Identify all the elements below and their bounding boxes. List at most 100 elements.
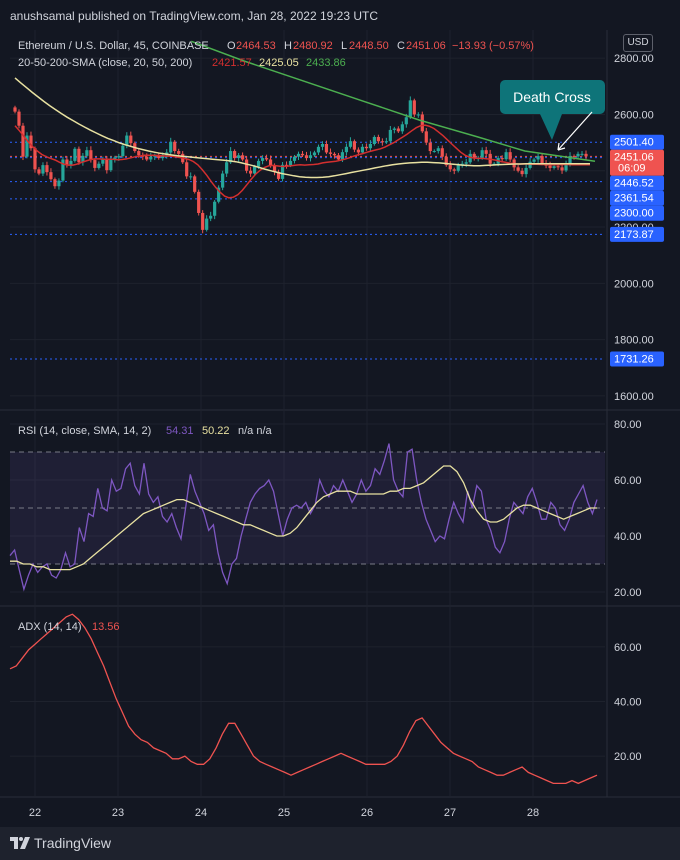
change-value: −13.93 (−0.57%) [452, 40, 534, 52]
y-tick-label: 2000.00 [614, 278, 654, 290]
candle-body [384, 141, 388, 143]
candle-body [428, 142, 432, 152]
y-tick-label: 1800.00 [614, 335, 654, 347]
footer: TradingView [0, 827, 680, 860]
candle-body [376, 136, 380, 142]
candle-body [552, 166, 556, 168]
price-level-label: 2361.54 [614, 193, 654, 205]
candle-body [161, 155, 165, 159]
candle-body [368, 144, 372, 149]
currency-button[interactable]: USD [623, 34, 653, 52]
y-tick-label: 60.00 [614, 475, 642, 487]
candle-body [420, 114, 424, 132]
y-tick-label: 80.00 [614, 419, 642, 431]
candle-body [189, 176, 193, 178]
candle-body [328, 152, 333, 154]
candle-body [480, 150, 484, 159]
candle-body [504, 152, 508, 160]
candle-body [508, 152, 512, 160]
candle-body [332, 153, 337, 156]
rsi-sma-value: 50.22 [202, 425, 230, 437]
candle-body [548, 165, 552, 168]
candle-body [336, 155, 341, 160]
candle-body [392, 128, 396, 130]
close-value: 2451.06 [406, 40, 446, 52]
annotation-label: Death Cross [513, 89, 591, 105]
candle-body [93, 160, 97, 168]
candle-body [292, 156, 297, 161]
candle-body [121, 145, 125, 157]
chart-header: anushsamal published on TradingView.com,… [0, 0, 680, 30]
candle-body [304, 155, 309, 159]
death-cross-annotation[interactable]: Death Cross [500, 80, 605, 151]
candle-body [21, 125, 25, 157]
ohlc-values: O 2464.53 H 2480.92 L 2448.50 C 2451.06 … [227, 40, 534, 52]
sma-label: 20-50-200-SMA (close, 20, 50, 200) [18, 57, 192, 69]
candle-body [185, 162, 189, 177]
candle-body [97, 163, 101, 168]
candle-body [320, 144, 325, 147]
price-levels [10, 141, 605, 360]
candle-body [564, 163, 568, 171]
sma50-line [14, 77, 590, 179]
x-tick-label: 28 [527, 807, 539, 819]
candle-body [65, 159, 69, 166]
candle-body [500, 158, 504, 160]
price-level-label: 1731.26 [614, 353, 654, 365]
candle-body [217, 187, 221, 202]
candle-body [380, 141, 384, 143]
low-label: L [341, 40, 347, 52]
candle-body [37, 169, 41, 174]
candle-body [288, 160, 293, 166]
candle-body [49, 172, 53, 180]
candle-body [29, 135, 33, 149]
candle-body [448, 165, 452, 170]
candle-body [33, 148, 37, 170]
candle-body [169, 141, 173, 153]
candle-body [520, 170, 524, 175]
annotation-arrow-line [557, 111, 593, 151]
y-tick-label: 60.00 [614, 642, 642, 654]
candle-body [173, 141, 177, 152]
candle-body [416, 114, 420, 116]
sma50-value: 2425.05 [259, 57, 299, 69]
author-line: anushsamal published on TradingView.com,… [10, 9, 379, 23]
candle-body [312, 152, 317, 156]
adx-value: 13.56 [92, 621, 120, 633]
candle-body [41, 165, 45, 174]
candle-body [388, 129, 392, 142]
rsi-label: RSI (14, close, SMA, 14, 2) [18, 425, 151, 437]
candle-body [296, 153, 301, 157]
candle-body [404, 117, 408, 125]
candle-body [157, 155, 161, 159]
price-level-label: 2300.00 [614, 208, 654, 220]
candle-body [89, 150, 93, 161]
price-level-box [610, 149, 664, 176]
candle-body [568, 156, 572, 164]
y-tick-label: 40.00 [614, 531, 642, 543]
candle-body [61, 159, 65, 181]
candle-body [260, 158, 265, 161]
candle-body [45, 165, 49, 173]
price-level-label: 2446.52 [614, 178, 654, 190]
rsi-lines [9, 443, 598, 592]
candle-body [364, 146, 368, 149]
sma200-line [191, 40, 596, 162]
candle-body [276, 171, 281, 179]
candle-body [229, 151, 233, 163]
candle-body [340, 152, 345, 160]
candle-body [53, 179, 57, 187]
candle-body [248, 170, 253, 174]
x-tick-label: 26 [361, 807, 373, 819]
candle-body [137, 151, 141, 156]
candle-body [456, 165, 460, 171]
candle-body [560, 167, 564, 171]
x-tick-label: 24 [195, 807, 207, 819]
candle-body [105, 159, 109, 171]
high-label: H [284, 40, 292, 52]
price-level-label: 2501.40 [614, 137, 654, 149]
candle-body [209, 215, 213, 219]
candle-body [177, 151, 181, 154]
candle-body [300, 153, 305, 156]
